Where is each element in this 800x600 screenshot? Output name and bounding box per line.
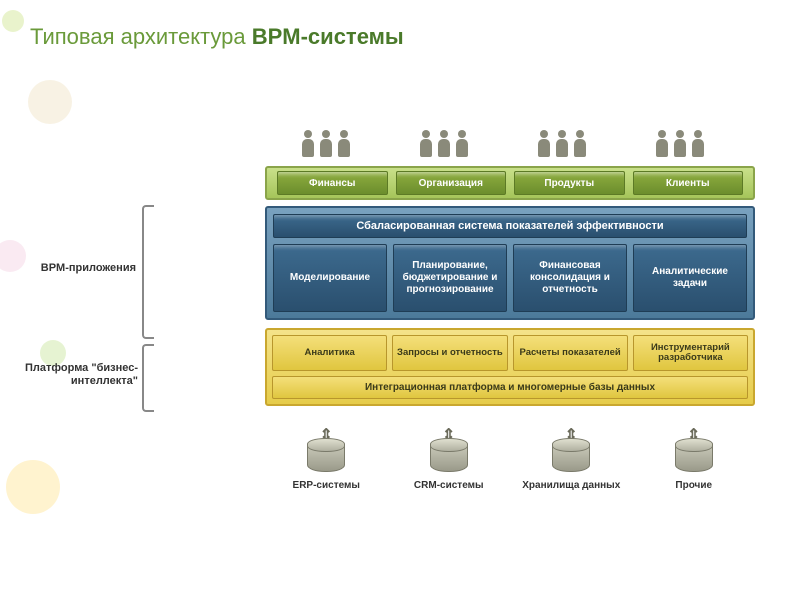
person-icon	[455, 130, 469, 160]
person-icon	[691, 130, 705, 160]
people-group	[634, 130, 726, 160]
top-tabs-strip: Финансы Организация Продукты Клиенты	[265, 166, 755, 200]
database-item: ⇕Хранилища данных	[516, 430, 626, 491]
diagram-container: Финансы Организация Продукты Клиенты Сбалас…	[110, 130, 770, 491]
person-icon	[437, 130, 451, 160]
bpm-header-bar: Сбаласированная система показателей эффе…	[273, 214, 747, 238]
bpm-apps-layer: Сбаласированная система показателей эффе…	[265, 206, 755, 320]
database-item: ⇕Прочие	[639, 430, 749, 491]
person-icon	[419, 130, 433, 160]
database-item: ⇕ERP-системы	[271, 430, 381, 491]
person-icon	[655, 130, 669, 160]
database-item: ⇕CRM-системы	[394, 430, 504, 491]
top-tab: Клиенты	[633, 171, 744, 195]
person-icon	[537, 130, 551, 160]
bpm-cell: Моделирование	[273, 244, 387, 312]
bpm-cell: Финансовая консолидация и отчетность	[513, 244, 627, 312]
decoration-circle	[0, 240, 26, 272]
people-group	[398, 130, 490, 160]
database-icon	[307, 445, 345, 472]
title-main: BPM-системы	[252, 24, 404, 49]
decoration-circle	[2, 10, 24, 32]
people-group	[516, 130, 608, 160]
bracket-bi	[142, 344, 154, 412]
bi-cell: Расчеты показателей	[513, 335, 628, 371]
bpm-cell: Планирование, бюджетирование и прогнозир…	[393, 244, 507, 312]
database-icon	[552, 445, 590, 472]
database-label: Хранилища данных	[522, 480, 620, 491]
title-prefix: Типовая архитектура	[30, 24, 252, 49]
person-icon	[337, 130, 351, 160]
database-icon	[675, 445, 713, 472]
bpm-cell: Аналитические задачи	[633, 244, 747, 312]
page-title: Типовая архитектура BPM-системы	[30, 24, 404, 50]
bi-platform-layer: АналитикаЗапросы и отчетностьРасчеты пок…	[265, 328, 755, 406]
bi-cell: Запросы и отчетность	[392, 335, 507, 371]
top-tab: Финансы	[277, 171, 388, 195]
people-group	[280, 130, 372, 160]
database-label: ERP-системы	[293, 480, 360, 491]
bracket-bpm	[142, 205, 154, 339]
top-tab: Продукты	[514, 171, 625, 195]
person-icon	[673, 130, 687, 160]
decoration-circle	[6, 460, 60, 514]
bi-cell: Аналитика	[272, 335, 387, 371]
databases-row: ⇕ERP-системы⇕CRM-системы⇕Хранилища данны…	[265, 430, 755, 491]
decoration-circle	[28, 80, 72, 124]
integration-bar: Интеграционная платформа и многомерные б…	[272, 376, 748, 399]
label-bi-platform: Платформа "бизнес-интеллекта"	[18, 362, 138, 388]
top-tab: Организация	[396, 171, 507, 195]
people-row	[280, 130, 770, 160]
person-icon	[555, 130, 569, 160]
database-icon	[430, 445, 468, 472]
person-icon	[319, 130, 333, 160]
database-label: CRM-системы	[414, 480, 484, 491]
database-label: Прочие	[675, 480, 712, 491]
person-icon	[301, 130, 315, 160]
label-bpm-apps: BPM-приложения	[24, 262, 136, 275]
bi-cell: Инструментарий разработчика	[633, 335, 748, 371]
person-icon	[573, 130, 587, 160]
